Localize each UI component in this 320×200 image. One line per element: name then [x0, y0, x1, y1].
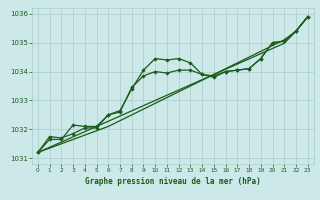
X-axis label: Graphe pression niveau de la mer (hPa): Graphe pression niveau de la mer (hPa): [85, 177, 261, 186]
